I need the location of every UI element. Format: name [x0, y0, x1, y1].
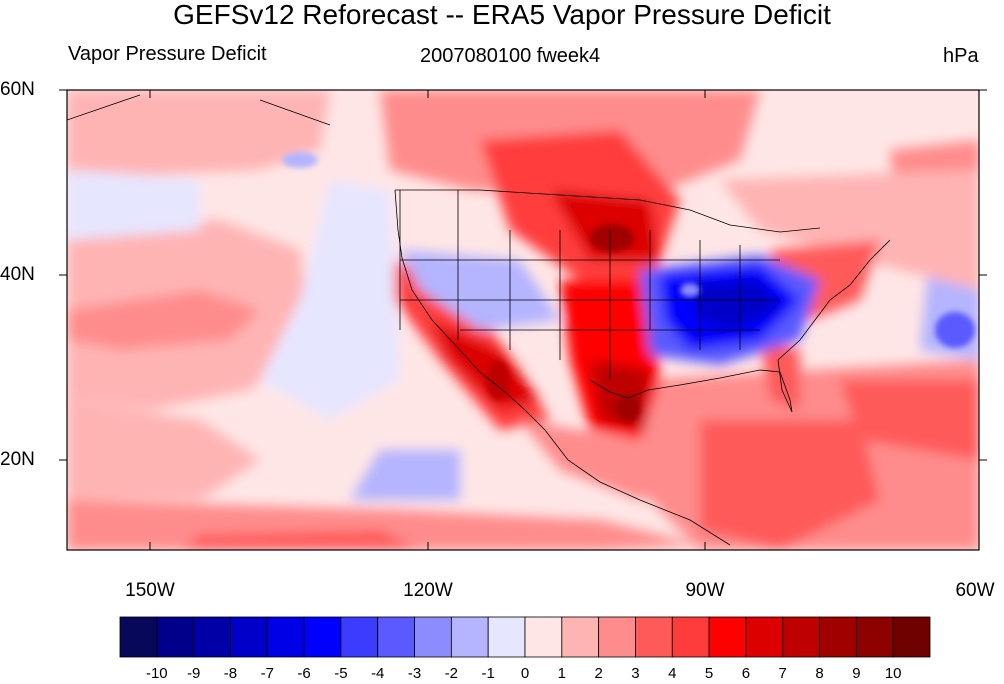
- colorbar-box: [450, 616, 489, 658]
- map-title: GEFSv12 Reforecast -- ERA5 Vapor Pressur…: [173, 0, 831, 30]
- colorbar-box: [230, 616, 268, 658]
- lon-tick-150w: 150W: [125, 580, 175, 601]
- colorbar-label: -5: [334, 665, 348, 682]
- colorbar-label: -9: [186, 665, 201, 682]
- colorbar-label: 5: [704, 665, 714, 682]
- colorbar-box: [193, 616, 231, 658]
- vpd-difference-field: [67, 90, 979, 550]
- colorbar-box: [377, 616, 415, 658]
- colorbar-box: [635, 616, 673, 658]
- colorbar-box: [340, 616, 379, 658]
- colorbar-label: 8: [815, 665, 824, 682]
- colorbar-label: -2: [444, 665, 459, 682]
- colorbar-box: [745, 616, 784, 658]
- axis-ticks: [59, 89, 987, 550]
- colorbar-label: -4: [371, 665, 385, 682]
- colorbar-box: [561, 616, 600, 658]
- colorbar-box: [303, 616, 342, 658]
- colorbar-box: [819, 616, 857, 658]
- lon-tick-60w: 60W: [955, 580, 995, 601]
- colorbar-label: 10: [884, 665, 902, 682]
- map-frame: [66, 89, 980, 551]
- colorbar-label: 1: [557, 665, 566, 682]
- lat-tick-20n: 20N: [0, 449, 35, 470]
- lon-tick-120w: 120W: [403, 580, 453, 601]
- colorbar-label: 4: [668, 665, 677, 682]
- colorbar-box: [892, 616, 931, 658]
- colorbar-label: 9: [852, 665, 861, 682]
- colorbar-box: [708, 616, 747, 658]
- colorbar-box: [119, 616, 158, 658]
- forecast-date-label: 2007080100 fweek4: [420, 45, 601, 67]
- lat-tick-40n: 40N: [0, 264, 35, 285]
- colorbar-box: [782, 616, 820, 658]
- colorbar-label: -8: [223, 665, 238, 682]
- colorbar-label: -7: [260, 665, 274, 682]
- colorbar-label: 7: [778, 665, 787, 682]
- colorbar-label: -10: [145, 665, 168, 682]
- colorbar-box: [487, 616, 526, 658]
- colorbar: [119, 616, 931, 658]
- colorbar-box: [671, 616, 710, 658]
- colorbar-label: -3: [407, 665, 422, 682]
- colorbar-label: -6: [297, 665, 311, 682]
- colorbar-label: 0: [520, 665, 530, 682]
- colorbar-box: [855, 616, 894, 658]
- colorbar-label: 2: [594, 665, 603, 682]
- colorbar-box: [266, 616, 305, 658]
- colorbar-box: [414, 616, 452, 658]
- lat-tick-60n: 60N: [0, 79, 35, 100]
- coastlines: [67, 94, 891, 546]
- variable-name: Vapor Pressure Deficit: [68, 43, 267, 65]
- colorbar-label: -1: [481, 665, 495, 682]
- units-label: hPa: [943, 45, 979, 67]
- colorbar-box: [598, 616, 636, 658]
- lon-tick-90w: 90W: [685, 580, 725, 601]
- colorbar-label: 3: [631, 665, 640, 682]
- colorbar-label: 6: [741, 665, 751, 682]
- colorbar-box: [156, 616, 195, 658]
- colorbar-box: [524, 616, 563, 658]
